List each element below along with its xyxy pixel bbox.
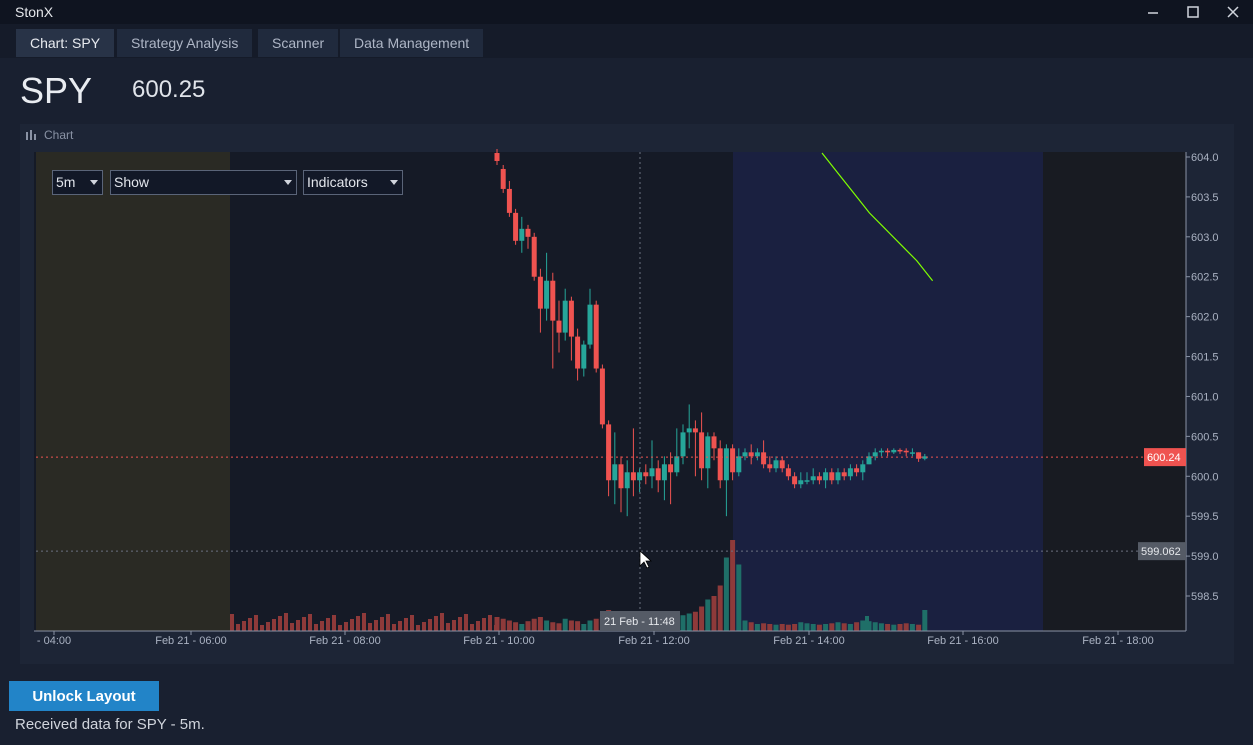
- maximize-button[interactable]: [1173, 0, 1213, 24]
- title-bar: StonX: [0, 0, 1253, 24]
- tab-strategy-analysis[interactable]: Strategy Analysis: [117, 29, 253, 57]
- chart-icon: [26, 130, 36, 140]
- timeframe-value: 5m: [56, 174, 76, 190]
- tab-scanner[interactable]: Scanner: [258, 29, 339, 57]
- show-value: Show: [114, 174, 150, 190]
- minimize-icon: [1148, 12, 1158, 14]
- unlock-layout-button[interactable]: Unlock Layout: [9, 681, 159, 711]
- chart-panel-title: Chart: [44, 128, 74, 142]
- chart-panel-header: Chart: [26, 128, 73, 142]
- maximize-icon: [1187, 6, 1199, 18]
- chevron-down-icon: [390, 180, 398, 185]
- chart-panel: [20, 124, 1234, 664]
- timeframe-select[interactable]: 5m: [52, 170, 103, 195]
- close-button[interactable]: [1213, 0, 1253, 24]
- indicators-select[interactable]: Indicators: [303, 170, 403, 195]
- close-icon: [1227, 6, 1239, 18]
- chevron-down-icon: [90, 180, 98, 185]
- app-title: StonX: [15, 4, 54, 20]
- tab-chart-spy[interactable]: Chart: SPY: [16, 29, 115, 57]
- tab-data-management[interactable]: Data Management: [340, 29, 484, 57]
- minimize-button[interactable]: [1133, 0, 1173, 24]
- symbol-price: 600.25: [132, 76, 206, 103]
- show-select[interactable]: Show: [110, 170, 297, 195]
- symbol-ticker: SPY: [20, 70, 93, 111]
- status-message: Received data for SPY - 5m.: [15, 716, 205, 733]
- indicators-value: Indicators: [307, 174, 368, 190]
- tab-bar: Chart: SPY Strategy Analysis Scanner Dat…: [0, 24, 1253, 58]
- chevron-down-icon: [284, 180, 292, 185]
